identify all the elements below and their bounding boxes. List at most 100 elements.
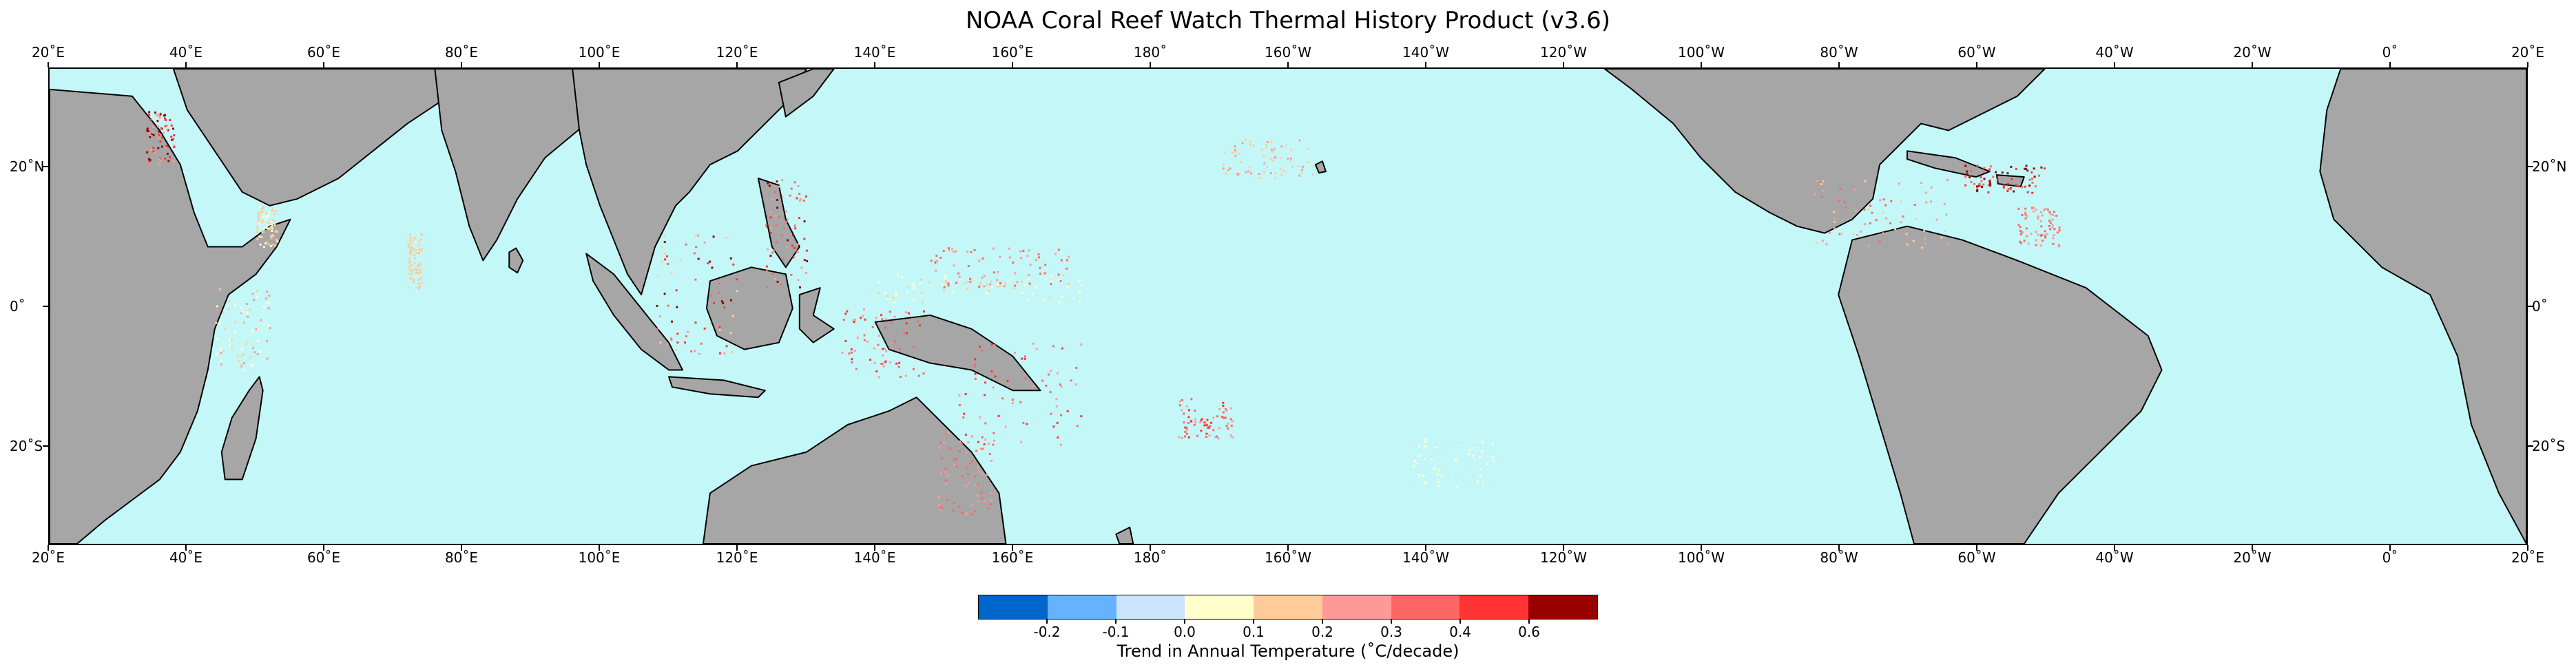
reef-pixel: [981, 447, 984, 450]
reef-pixel: [1060, 385, 1063, 388]
reef-pixel: [1416, 462, 1419, 465]
reef-pixel: [766, 269, 769, 272]
reef-pixel: [667, 263, 669, 266]
reef-pixel: [1184, 430, 1187, 433]
reef-pixel: [1020, 441, 1023, 443]
reef-pixel: [996, 286, 999, 288]
reef-pixel: [1250, 172, 1253, 175]
reef-pixel: [1044, 278, 1047, 281]
reef-pixel: [718, 291, 720, 294]
reef-pixel: [1066, 286, 1069, 288]
reef-pixel: [884, 326, 887, 329]
reef-pixel: [961, 475, 964, 478]
reef-pixel: [419, 262, 422, 264]
reef-pixel: [2051, 218, 2054, 221]
reef-pixel: [703, 327, 706, 330]
reef-pixel: [233, 330, 236, 333]
reef-pixel: [1222, 404, 1225, 407]
reef-pixel: [146, 129, 149, 132]
land-west-africa: [2319, 69, 2526, 544]
reef-pixel: [852, 319, 855, 322]
reef-pixel: [1247, 170, 1250, 173]
reef-pixel: [1469, 448, 1472, 451]
tick-mark: [1012, 545, 1013, 551]
reef-pixel: [908, 312, 911, 315]
reef-pixel: [246, 311, 249, 314]
reef-pixel: [694, 234, 697, 237]
colorbar-tick-label: 0.3: [1380, 624, 1402, 640]
reef-pixel: [1054, 253, 1057, 255]
land-north-america: [1603, 69, 2046, 234]
reef-pixel: [768, 184, 771, 187]
latitude-tick-label: 20˚N: [10, 158, 45, 175]
reef-pixel: [977, 500, 979, 503]
reef-pixel: [2025, 227, 2028, 230]
tick-mark: [2528, 165, 2533, 167]
reef-pixel: [1412, 479, 1415, 482]
land-hawaii: [1314, 160, 1327, 174]
reef-pixel: [1035, 286, 1037, 288]
reef-pixel: [238, 360, 240, 363]
reef-pixel: [1068, 255, 1070, 258]
reef-pixel: [1479, 468, 1482, 471]
reef-pixel: [974, 377, 977, 380]
reef-pixel: [407, 245, 410, 248]
reef-pixel: [408, 257, 411, 260]
reef-pixel: [262, 215, 264, 218]
reef-pixel: [271, 229, 273, 232]
reef-pixel: [1008, 256, 1011, 259]
reef-pixel: [1437, 481, 1440, 484]
reef-pixel: [409, 248, 412, 251]
reef-pixel: [265, 212, 268, 215]
reef-pixel: [420, 233, 423, 235]
reef-pixel: [264, 297, 267, 300]
reef-pixel: [1205, 424, 1208, 427]
reef-pixel: [166, 152, 169, 155]
reef-pixel: [1841, 232, 1844, 235]
reef-pixel: [260, 319, 262, 321]
reef-pixel: [149, 118, 152, 121]
reef-pixel: [251, 330, 253, 332]
reef-pixel: [990, 280, 993, 283]
reef-pixel: [881, 318, 884, 321]
reef-pixel: [967, 441, 970, 444]
reef-pixel: [1058, 300, 1061, 303]
reef-pixel: [2024, 217, 2027, 220]
reef-pixel: [270, 237, 273, 240]
reef-pixel: [685, 335, 687, 338]
reef-pixel: [1178, 404, 1181, 407]
reef-pixel: [409, 237, 412, 240]
reef-pixel: [886, 295, 889, 298]
reef-pixel: [157, 125, 160, 128]
reef-pixel: [792, 256, 795, 259]
reef-pixel: [1200, 430, 1203, 432]
reef-pixel: [1270, 172, 1273, 175]
reef-pixel: [1187, 436, 1190, 438]
reef-pixel: [974, 363, 977, 366]
reef-pixel: [1417, 464, 1420, 467]
reef-pixel: [997, 282, 999, 285]
reef-pixel: [981, 472, 984, 475]
reef-pixel: [656, 275, 659, 277]
reef-pixel: [1820, 183, 1822, 186]
longitude-tick-label: 100˚E: [578, 549, 621, 566]
reef-pixel: [720, 300, 723, 303]
reef-pixel: [992, 247, 995, 250]
reef-pixel: [1298, 174, 1301, 177]
reef-pixel: [2028, 178, 2031, 181]
reef-pixel: [973, 475, 976, 478]
tick-mark: [1838, 545, 1840, 551]
reef-pixel: [851, 358, 853, 361]
reef-pixel: [256, 353, 259, 356]
reef-pixel: [781, 179, 784, 182]
reef-pixel: [694, 321, 697, 324]
reef-pixel: [1223, 417, 1225, 420]
reef-pixel: [775, 224, 778, 226]
reef-pixel: [780, 195, 782, 198]
reef-pixel: [164, 157, 167, 160]
reef-pixel: [1470, 458, 1473, 461]
reef-pixel: [796, 251, 799, 253]
reef-pixel: [148, 114, 151, 116]
reef-pixel: [882, 365, 885, 368]
reef-pixel: [658, 315, 661, 318]
